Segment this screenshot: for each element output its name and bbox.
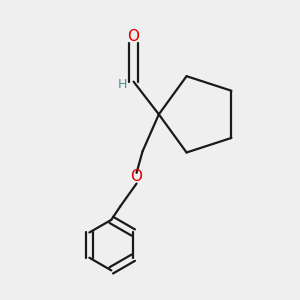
Text: O: O bbox=[128, 29, 140, 44]
Text: H: H bbox=[118, 77, 127, 91]
Text: O: O bbox=[130, 169, 142, 184]
